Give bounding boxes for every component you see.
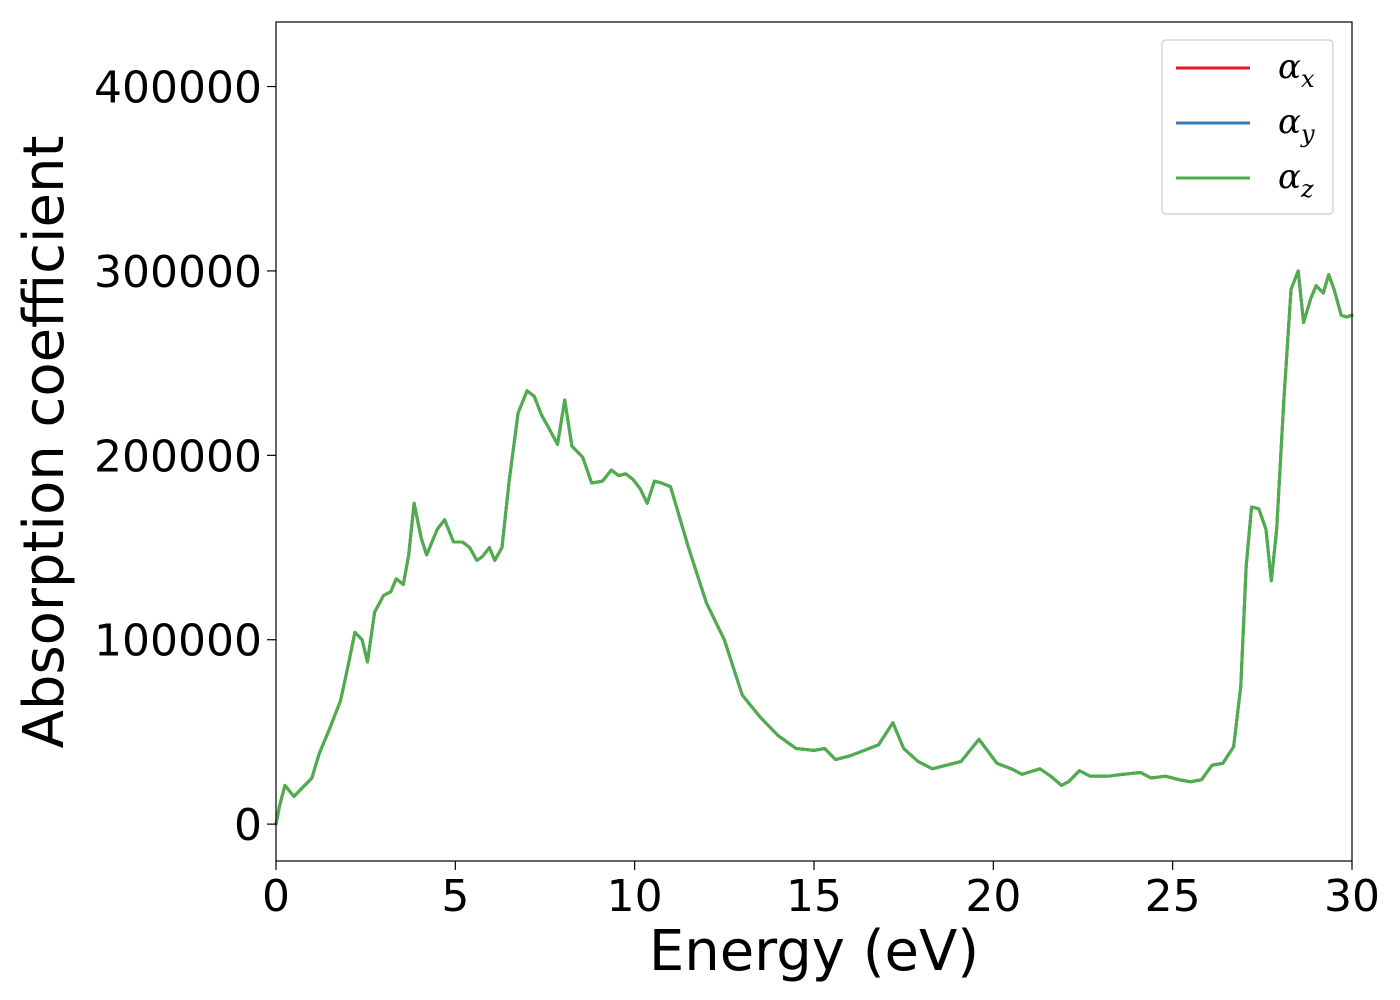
y-tick-label: 300000 — [94, 247, 262, 298]
y-tick-label: 0 — [234, 800, 262, 851]
x-tick-label: 15 — [786, 871, 842, 922]
x-axis-label: Energy (eV) — [649, 919, 979, 984]
x-axis: 0 5 10 15 20 25 30 — [262, 861, 1380, 922]
legend: αx αy αz — [1161, 39, 1334, 215]
legend-label-1: αx — [1278, 47, 1315, 93]
x-tick-label: 30 — [1324, 871, 1380, 922]
x-tick-label: 10 — [607, 871, 663, 922]
x-tick-label: 25 — [1145, 871, 1201, 922]
y-axis: 0 100000 200000 300000 400000 — [94, 63, 276, 851]
x-tick-label: 5 — [441, 871, 469, 922]
legend-label-3: αz — [1278, 157, 1314, 203]
legend-box — [1161, 39, 1334, 215]
x-tick-label: 20 — [965, 871, 1021, 922]
legend-label-2: αy — [1278, 102, 1315, 148]
y-tick-label: 200000 — [94, 431, 262, 482]
y-tick-label: 400000 — [94, 63, 262, 114]
series-line-3 — [274, 269, 1354, 826]
y-tick-label: 100000 — [94, 616, 262, 667]
series-layer — [274, 269, 1354, 826]
x-tick-label: 0 — [262, 871, 290, 922]
y-axis-label: Absorption coefficient — [12, 136, 77, 749]
